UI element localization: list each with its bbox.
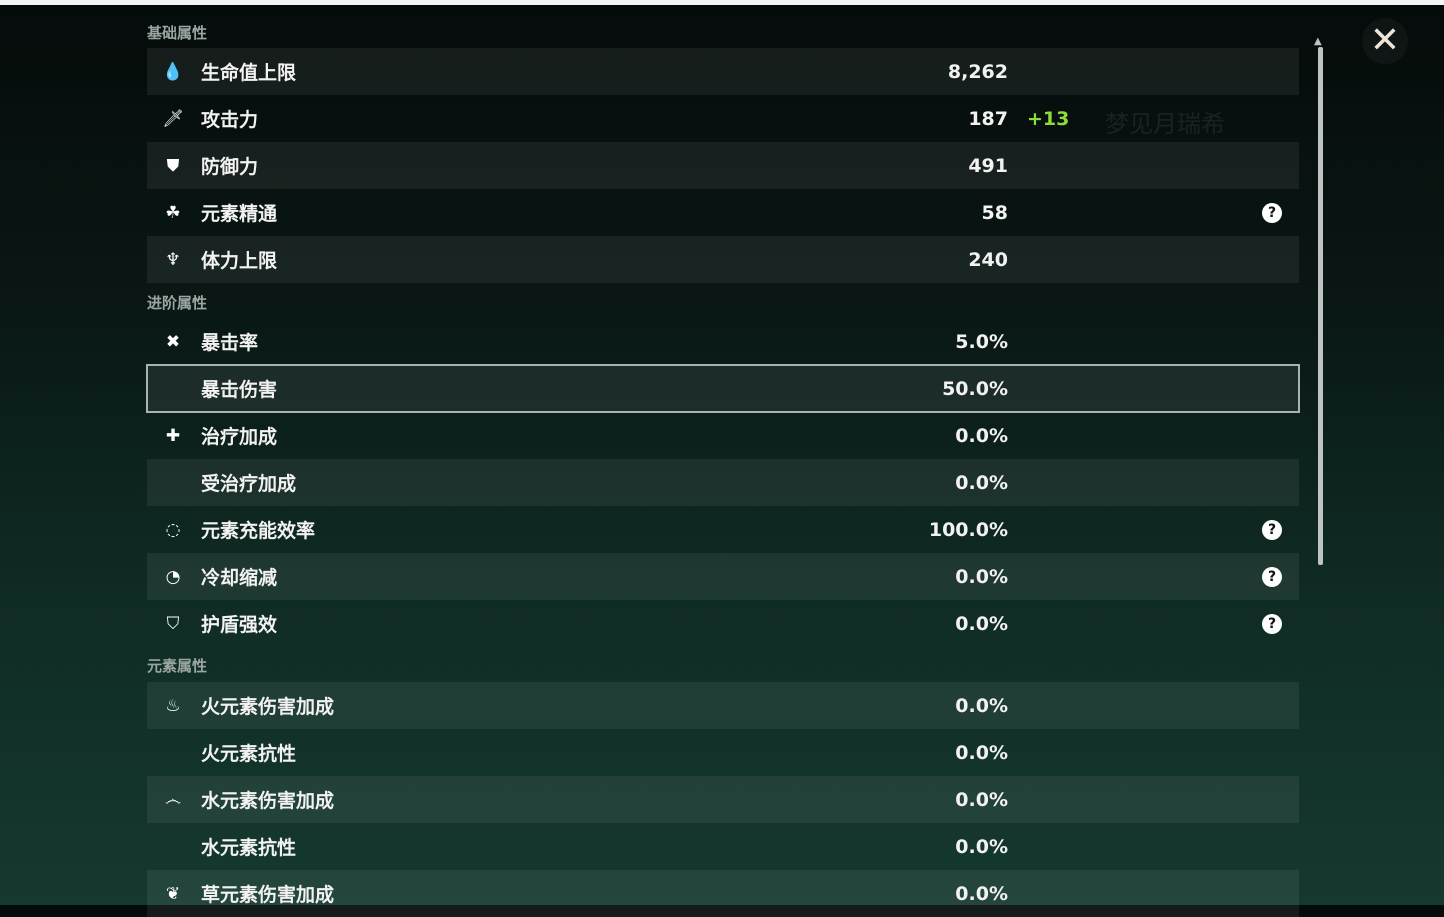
window-top-bar [0,0,1444,5]
blank-icon [162,472,184,494]
stat-label: 生命值上限 [201,62,297,84]
section-title: 元素属性 [147,657,208,675]
stat-row[interactable]: ⛊ 防御力 491 [147,142,1299,189]
stat-row[interactable]: 水元素抗性 0.0% [147,823,1299,870]
stat-row[interactable]: 火元素抗性 0.0% [147,729,1299,776]
stat-label: 受治疗加成 [201,473,297,495]
stat-label: 草元素伤害加成 [201,884,335,906]
shield-icon: ⛊ [166,155,180,176]
background-character-name: 梦见月瑞希 [1105,110,1225,138]
scrollbar[interactable] [1318,47,1323,565]
stat-label: 冷却缩减 [201,567,278,589]
stat-label: 水元素抗性 [201,837,297,859]
close-button[interactable]: ✕ [1362,18,1408,64]
sword-icon: 🗡 [162,108,184,129]
stat-label: 火元素伤害加成 [201,696,335,718]
crit-dmg-icon [162,378,184,400]
shield-strength-icon: ⛉ [166,613,180,634]
stat-row[interactable]: ✚ 治疗加成 0.0% [147,412,1299,459]
stat-value: 0.0% [955,694,1008,717]
stat-row[interactable]: ♨ 火元素伤害加成 0.0% [147,682,1299,729]
crit-rate-icon: ✖ [165,331,181,352]
stat-row[interactable]: 💧 生命值上限 8,262 [147,48,1299,95]
stat-row[interactable]: ෴ 水元素伤害加成 0.0% [147,776,1299,823]
section-title: 基础属性 [147,24,208,42]
stat-label: 体力上限 [201,250,278,272]
cooldown-icon: ◔ [165,566,181,587]
stamina-icon: ♆ [165,249,181,270]
dendro-icon: ❦ [165,883,181,904]
stat-value: 100.0% [928,518,1008,541]
stat-row[interactable]: ◔ 冷却缩减 0.0%? [147,553,1299,600]
stat-row[interactable]: ❦ 草元素伤害加成 0.0% [147,870,1299,917]
stat-row[interactable]: ✖ 暴击率 5.0% [147,318,1299,365]
stat-value: 0.0% [955,424,1008,447]
stat-value: 50.0% [942,377,1008,400]
stat-row[interactable]: 🗡 攻击力 187 +13 [147,95,1299,142]
hydro-icon: ෴ [164,789,182,810]
stat-value: 0.0% [955,565,1008,588]
section-title: 进阶属性 [147,294,208,312]
stat-list: ♨ 火元素伤害加成 0.0% 火元素抗性 0.0% ෴ 水元素伤害加成 0.0% 水元素抗性 0.… [147,682,1299,917]
stat-label: 元素充能效率 [201,520,316,542]
stat-label: 暴击伤害 [201,379,278,401]
stat-row[interactable]: 受治疗加成 0.0% [147,459,1299,506]
stat-value: 491 [968,154,1008,177]
stat-row[interactable]: ⛉ 护盾强效 0.0%? [147,600,1299,647]
help-icon[interactable]: ? [1262,566,1282,587]
stat-value: 0.0% [955,788,1008,811]
stat-row[interactable]: ◌ 元素充能效率 100.0%? [147,506,1299,553]
stat-bonus: +13 [1027,107,1070,130]
stat-row[interactable]: 暴击伤害 50.0% [146,364,1300,413]
stat-label: 元素精通 [201,203,278,225]
help-icon[interactable]: ? [1262,613,1282,634]
stat-list: 💧 生命值上限 8,262 🗡 攻击力 187 +13 ⛊ 防御力 491 ☘ 元素精通 58? ♆ 体力上… [147,48,1299,283]
stat-row[interactable]: ♆ 体力上限 240 [147,236,1299,283]
help-icon[interactable]: ? [1262,202,1282,223]
scroll-up-arrow-icon[interactable]: ▲ [1314,36,1322,47]
stat-value: 0.0% [955,741,1008,764]
hp-drop-icon: 💧 [162,61,184,82]
help-icon[interactable]: ? [1262,519,1282,540]
stat-label: 护盾强效 [201,614,278,636]
stat-value: 8,262 [947,60,1008,83]
pyro-icon: ♨ [165,695,181,716]
stat-label: 攻击力 [201,109,259,131]
stat-value: 187 [968,107,1008,130]
stat-value: 0.0% [955,882,1008,905]
stat-value: 5.0% [955,330,1008,353]
stat-value: 240 [968,248,1008,271]
stat-label: 治疗加成 [201,426,278,448]
stat-row[interactable]: ☘ 元素精通 58? [147,189,1299,236]
stat-label: 火元素抗性 [201,743,297,765]
stat-value: 0.0% [955,471,1008,494]
stat-label: 水元素伤害加成 [201,790,335,812]
stat-list: ✖ 暴击率 5.0% 暴击伤害 50.0% ✚ 治疗加成 0.0% 受治疗加成 0.0% ◌ 元素充能… [146,318,1300,647]
stat-value: 0.0% [955,612,1008,635]
stat-label: 暴击率 [201,332,259,354]
stat-value: 0.0% [955,835,1008,858]
blank-icon [162,742,184,764]
energy-recharge-icon: ◌ [165,519,181,540]
healing-cross-icon: ✚ [165,425,181,446]
stat-label: 防御力 [201,156,259,178]
elemental-mastery-icon: ☘ [165,202,181,223]
stat-value: 58 [981,201,1008,224]
blank-icon [162,836,184,858]
